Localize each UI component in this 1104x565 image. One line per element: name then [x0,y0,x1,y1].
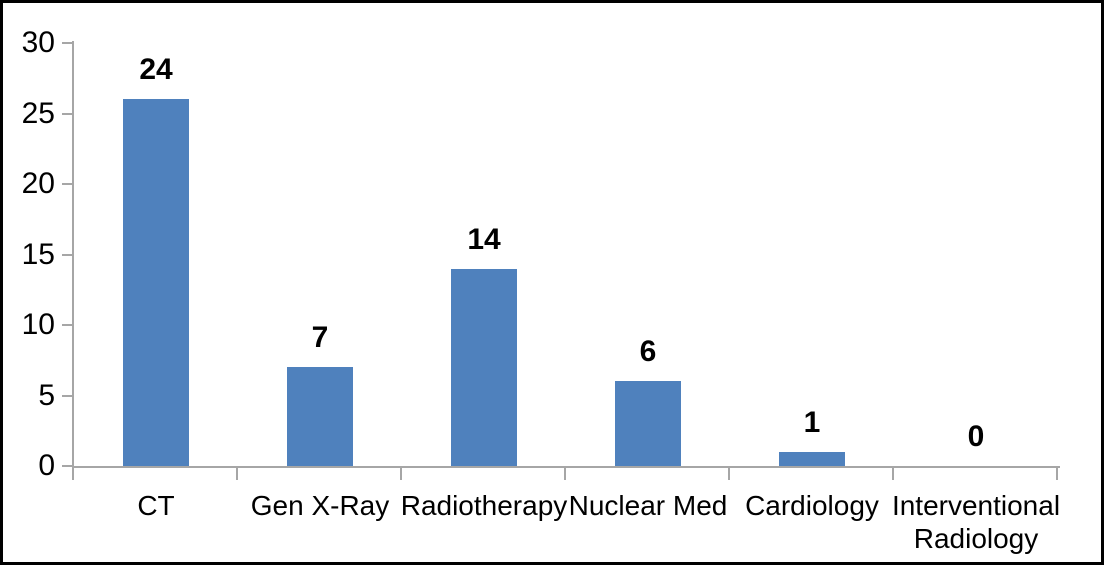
y-axis-tick-label: 20 [21,167,55,200]
bar-value-gen-x-ray: 7 [311,321,329,354]
x-axis-tick [400,466,402,480]
y-axis-tick-label: 15 [21,237,55,271]
bar-radiotherapy [451,269,517,466]
y-axis-tick [62,324,74,326]
x-axis-tick [236,466,238,480]
category-label-ct: CT [137,490,175,521]
y-axis-tick-label: 0 [38,449,55,482]
bar-value-interventional-radiology: 0 [967,420,985,453]
x-axis-tick [564,466,566,480]
x-axis-line [72,466,1060,468]
y-axis-tick [62,253,74,256]
bar-value-ct: 24 [139,53,173,86]
bar-value-cardiology: 1 [803,406,821,439]
y-axis-tick [62,112,74,115]
category-label-cardiology: Cardiology [745,490,879,521]
bar-cardiology [779,452,845,466]
category-label-radiotherapy: Radiotherapy [400,490,568,521]
category-label-nuclear-med: Nuclear Med [568,490,728,521]
y-axis-tick [62,42,74,44]
x-axis-tick [72,466,74,480]
bar-nuclear-med [615,381,681,466]
x-axis-tick [892,466,894,480]
y-axis-tick [62,394,74,397]
y-axis-tick-label: 10 [21,308,55,341]
y-axis-tick [62,183,74,185]
bar-ct [123,99,189,466]
y-axis-tick [62,465,74,467]
bar-value-radiotherapy: 14 [467,223,501,256]
category-label-interventional-radiology: Interventional Radiology [891,490,1061,554]
bar-gen-x-ray [287,367,353,466]
x-axis-tick [728,466,730,480]
category-label-gen-x-ray: Gen X-Ray [250,490,390,521]
bar-value-nuclear-med: 6 [639,335,657,368]
y-axis-tick-label: 5 [38,378,55,412]
y-axis-tick-label: 25 [21,96,55,130]
y-axis-tick-label: 30 [21,26,55,59]
x-axis-tick [1056,466,1058,480]
